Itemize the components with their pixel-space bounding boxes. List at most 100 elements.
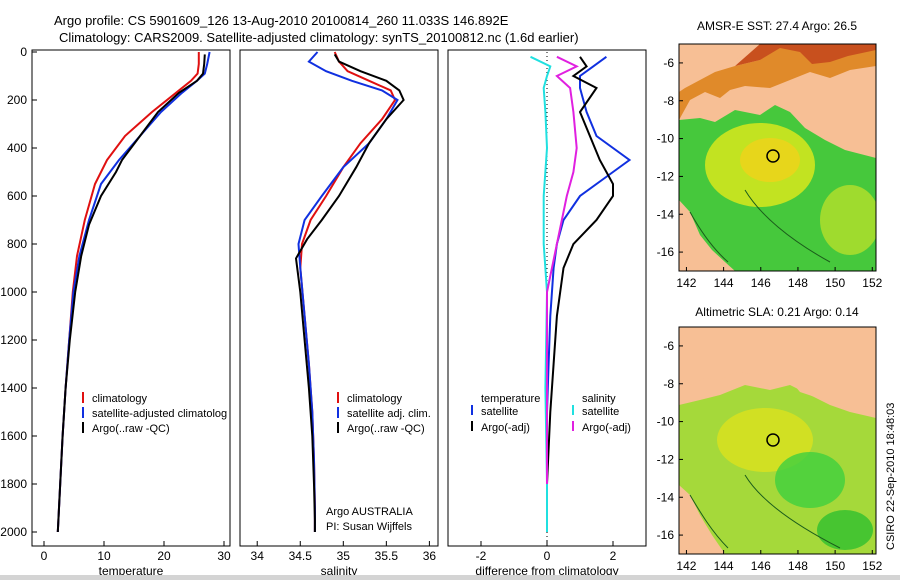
temperature-x-tick-label: 10 [97, 549, 111, 563]
latitude-tick-label: -8 [663, 377, 674, 391]
difference-x-tick-label: -2 [476, 549, 487, 563]
sst-cape-york [679, 200, 735, 271]
difference-legend: temperature satellite Argo(-adj) salinit… [471, 393, 631, 434]
longitude-tick-label: 148 [788, 559, 808, 573]
sla-map-frame [678, 326, 877, 555]
difference-series-salinity-argo-adj [546, 55, 579, 484]
legend-group-title-salinity: salinity [582, 393, 616, 405]
temperature-x-tick-label: 30 [217, 549, 231, 563]
difference-x-tick-label: 2 [610, 549, 617, 563]
depth-tick-label: 1200 [0, 333, 27, 347]
latitude-tick-label: -10 [657, 132, 675, 146]
sla-map-title: Altimetric SLA: 0.21 Argo: 0.14 [695, 305, 859, 319]
sst-png-land [679, 44, 760, 66]
sst-reef-contour [689, 189, 831, 263]
depth-tick-label: 1800 [0, 477, 27, 491]
temperature-x-label: temperature [99, 564, 164, 578]
difference-x-tick-label: 0 [544, 549, 551, 563]
temperature-series-argo-raw-qc [56, 54, 206, 533]
sla-profile-marker [766, 433, 780, 447]
sla-map: Altimetric SLA: 0.21 Argo: 0.14 142 144 14… [657, 305, 883, 573]
salinity-series-argo-raw-qc [294, 53, 405, 532]
temperature-series-group [56, 51, 211, 533]
depth-tick-label: 2000 [0, 525, 27, 539]
legend-item-salinity-argo: Argo(-adj) [582, 422, 631, 434]
sst-north-gulf [679, 44, 876, 120]
difference-series-temperature-argo-adj [546, 56, 614, 532]
salinity-legend-label-satellite-adj-clim: satellite adj. clim. [347, 408, 431, 420]
longitude-tick-label: 150 [825, 559, 845, 573]
temperature-legend: climatology satellite-adjusted climatolog… [82, 392, 227, 435]
depth-tick-group: 0 200 400 600 800 1000 1200 1400 1600 1800 2000 [0, 45, 37, 539]
sst-warmest-patch [740, 138, 800, 182]
latitude-tick-label: -16 [657, 245, 675, 259]
temperature-axes-frame [31, 49, 231, 547]
salinity-panel: 34 34.5 35 35.5 36 climatology satellite adj.… [239, 49, 439, 578]
salinity-x-tick-label: 35.5 [375, 549, 399, 563]
difference-panel: -2 0 2 temperature satellite Argo(-adj) sa… [447, 49, 647, 578]
longitude-tick-label: 142 [676, 559, 696, 573]
latitude-tick-label: -8 [663, 94, 674, 108]
temperature-panel: 0 200 400 600 800 1000 1200 1400 1600 1800 2000 0 1… [0, 45, 231, 578]
latitude-tick-label: -6 [663, 339, 674, 353]
difference-series-group [530, 55, 632, 532]
depth-tick-label: 400 [7, 141, 27, 155]
sla-high-patch [717, 408, 813, 472]
title-line-2: Climatology: CARS2009. Satellite-adjuste… [59, 30, 579, 45]
salinity-series-satellite-adj-clim [297, 51, 399, 532]
longitude-tick-label: 150 [825, 276, 845, 290]
sla-low-patch-south [817, 510, 873, 550]
sst-north-hot [735, 44, 876, 66]
legend-item-salinity-satellite: satellite [582, 406, 619, 418]
salinity-x-label: salinity [321, 564, 358, 578]
latitude-tick-label: -14 [657, 207, 675, 221]
legend-group-title-temperature: temperature [481, 393, 540, 405]
longitude-tick-label: 142 [676, 276, 696, 290]
salinity-legend-label-argo-raw-qc: Argo(..raw -QC) [347, 423, 425, 435]
depth-tick-label: 200 [7, 93, 27, 107]
temperature-legend-label-argo-raw-qc: Argo(..raw -QC) [92, 423, 170, 435]
temperature-x-tick-group: 0 10 20 30 [41, 541, 231, 563]
temperature-legend-label-satellite-adjusted-climatolog: satellite-adjusted climatolog [92, 408, 227, 420]
difference-x-tick-group: -2 0 2 [476, 541, 617, 563]
sst-map-title: AMSR-E SST: 27.4 Argo: 26.5 [697, 19, 857, 33]
salinity-legend: climatology satellite adj. clim. Argo(..ra… [337, 392, 431, 435]
title-line-1: Argo profile: CS 5901609_126 13-Aug-2010… [54, 13, 509, 28]
salinity-x-tick-label: 36 [423, 549, 437, 563]
window-bottom-border [0, 575, 900, 580]
argo-australia-annotation: Argo AUSTRALIA [326, 506, 413, 518]
depth-tick-label: 0 [20, 45, 27, 59]
salinity-x-tick-label: 34 [251, 549, 265, 563]
depth-tick-label: 1600 [0, 429, 27, 443]
depth-tick-label: 800 [7, 237, 27, 251]
legend-item-temperature-argo: Argo(-adj) [481, 422, 530, 434]
latitude-tick-label: -16 [657, 528, 675, 542]
latitude-tick-label: -12 [657, 169, 675, 183]
credit-stamp: CSIRO 22-Sep-2010 18:48:03 [885, 403, 897, 550]
salinity-x-tick-label: 35 [337, 549, 351, 563]
latitude-tick-label: -14 [657, 490, 675, 504]
sst-profile-marker [766, 149, 780, 163]
salinity-x-tick-group: 34 34.5 35 35.5 36 [251, 541, 437, 563]
longitude-tick-label: 144 [714, 559, 734, 573]
sla-map-tick-group: 142 144 146 148 150 152 -6 -8 -10 -12 -14 -16 [657, 339, 883, 573]
difference-series-salinity-satellite [530, 55, 552, 532]
longitude-tick-label: 144 [714, 276, 734, 290]
pi-annotation: PI: Susan Wijffels [326, 521, 412, 533]
sst-east-patch [820, 185, 876, 255]
salinity-legend-label-climatology: climatology [347, 393, 403, 405]
sst-map: AMSR-E SST: 27.4 Argo: 26.5 142 144 146 148… [657, 19, 883, 290]
longitude-tick-label: 146 [751, 276, 771, 290]
depth-tick-label: 1400 [0, 381, 27, 395]
sla-reef-contour [689, 474, 841, 549]
longitude-tick-label: 146 [751, 559, 771, 573]
depth-tick-label: 1000 [0, 285, 27, 299]
sst-map-tick-group: 142 144 146 148 150 152 -6 -8 -10 -12 -14 -16 [657, 56, 883, 290]
temperature-x-tick-label: 0 [41, 549, 48, 563]
temperature-legend-label-climatology: climatology [92, 393, 148, 405]
temperature-x-tick-label: 20 [157, 549, 171, 563]
salinity-x-tick-label: 34.5 [289, 549, 313, 563]
longitude-tick-label: 148 [788, 276, 808, 290]
latitude-tick-label: -6 [663, 56, 674, 70]
